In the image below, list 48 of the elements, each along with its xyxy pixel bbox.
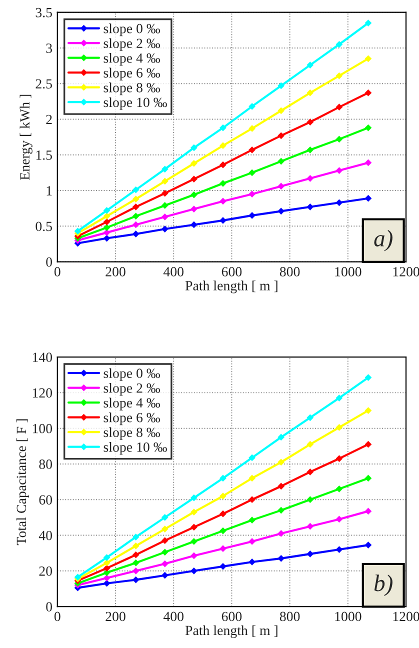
x-tick-label: 600 (222, 612, 242, 622)
legend-label: slope 2 ‰ (104, 38, 160, 51)
legend-label: slope 6 ‰ (104, 68, 160, 80)
legend-label: slope 2 ‰ (104, 383, 160, 396)
y-tick-label: 0 (46, 257, 52, 267)
legend-label: slope 6 ‰ (104, 412, 160, 426)
x-tick-label: 1000 (335, 267, 362, 276)
legend-label: slope 10 ‰ (104, 442, 167, 455)
y-tick-label: 40 (38, 530, 52, 540)
y-tick-label: 140 (32, 352, 52, 362)
y-tick-label: 3 (46, 44, 52, 53)
legend-label: slope 8 ‰ (104, 427, 160, 440)
legend-label: slope 4 ‰ (104, 398, 160, 410)
x-tick-label: 1200 (393, 612, 419, 622)
x-tick-label: 800 (280, 267, 300, 276)
x-tick-label: 400 (163, 612, 184, 622)
legend-label: slope 0 ‰ (104, 24, 160, 36)
x-tick-label: 400 (163, 267, 184, 276)
y-tick-label: 60 (39, 495, 52, 505)
x-tick-label: 0 (54, 612, 60, 622)
x-tick-label: 0 (54, 267, 60, 276)
legend-label: slope 0 ‰ (104, 368, 160, 381)
y-tick-label: 2 (46, 114, 52, 124)
x-tick-label: 1200 (393, 267, 419, 276)
y-tick-label: 2.5 (36, 79, 52, 89)
legend-label: slope 10 ‰ (104, 97, 167, 110)
legend-label: slope 8 ‰ (104, 82, 160, 96)
x-tick-label: 200 (106, 267, 126, 276)
y-axis-title: Total Capacitance [ F ] (16, 419, 29, 546)
y-tick-label: 80 (39, 460, 52, 469)
y-tick-label: 0 (46, 602, 52, 612)
x-axis-title: Path length [ m ] (185, 280, 278, 294)
y-tick-label: 3.5 (36, 8, 52, 18)
y-tick-label: 120 (32, 388, 52, 398)
y-tick-label: 0.5 (36, 222, 52, 232)
y-tick-label: 20 (39, 566, 52, 576)
y-tick-label: 1 (46, 186, 52, 196)
y-axis-title: Energy [ kWh ] (20, 94, 32, 180)
x-tick-label: 200 (106, 612, 126, 622)
y-tick-label: 100 (32, 424, 52, 434)
annotation: a) (374, 230, 392, 252)
x-tick-label: 600 (222, 267, 242, 276)
legend-label: slope 4 ‰ (104, 53, 160, 66)
x-axis-title: Path length [ m ] (185, 625, 278, 638)
x-tick-label: 800 (280, 612, 300, 622)
x-tick-label: 1000 (335, 612, 362, 622)
annotation: b) (374, 574, 392, 596)
y-tick-label: 1.5 (36, 150, 52, 160)
